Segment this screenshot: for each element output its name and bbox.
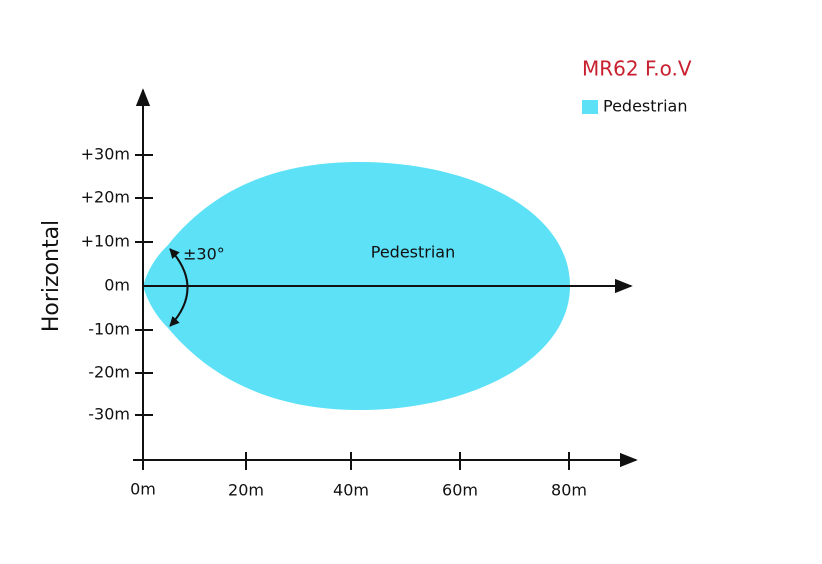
x-tick-label: 20m xyxy=(228,481,264,500)
y-tick-label: 0m xyxy=(104,276,130,295)
y-tick-label: +20m xyxy=(81,188,130,207)
x-tick-label: 60m xyxy=(442,481,478,500)
y-tick-label: -10m xyxy=(88,320,130,339)
angle-arc xyxy=(169,248,189,327)
y-axis-title: Horizontal xyxy=(39,220,64,332)
y-tick-label: -30m xyxy=(88,405,130,424)
title: MR62 F.o.V xyxy=(582,57,692,81)
x-tick-label: 80m xyxy=(551,481,587,500)
region-label: Pedestrian xyxy=(371,243,456,262)
y-tick-label: -20m xyxy=(88,363,130,382)
x-tick-label: 0m xyxy=(130,480,156,499)
y-ticks xyxy=(135,154,153,416)
angle-label: ±30° xyxy=(183,245,225,264)
y-tick-label: +10m xyxy=(81,232,130,251)
legend-swatch xyxy=(582,100,598,114)
legend-label: Pedestrian xyxy=(603,97,688,116)
y-tick-label: +30m xyxy=(81,145,130,164)
x-tick-label: 40m xyxy=(333,481,369,500)
x-ticks xyxy=(142,452,570,470)
